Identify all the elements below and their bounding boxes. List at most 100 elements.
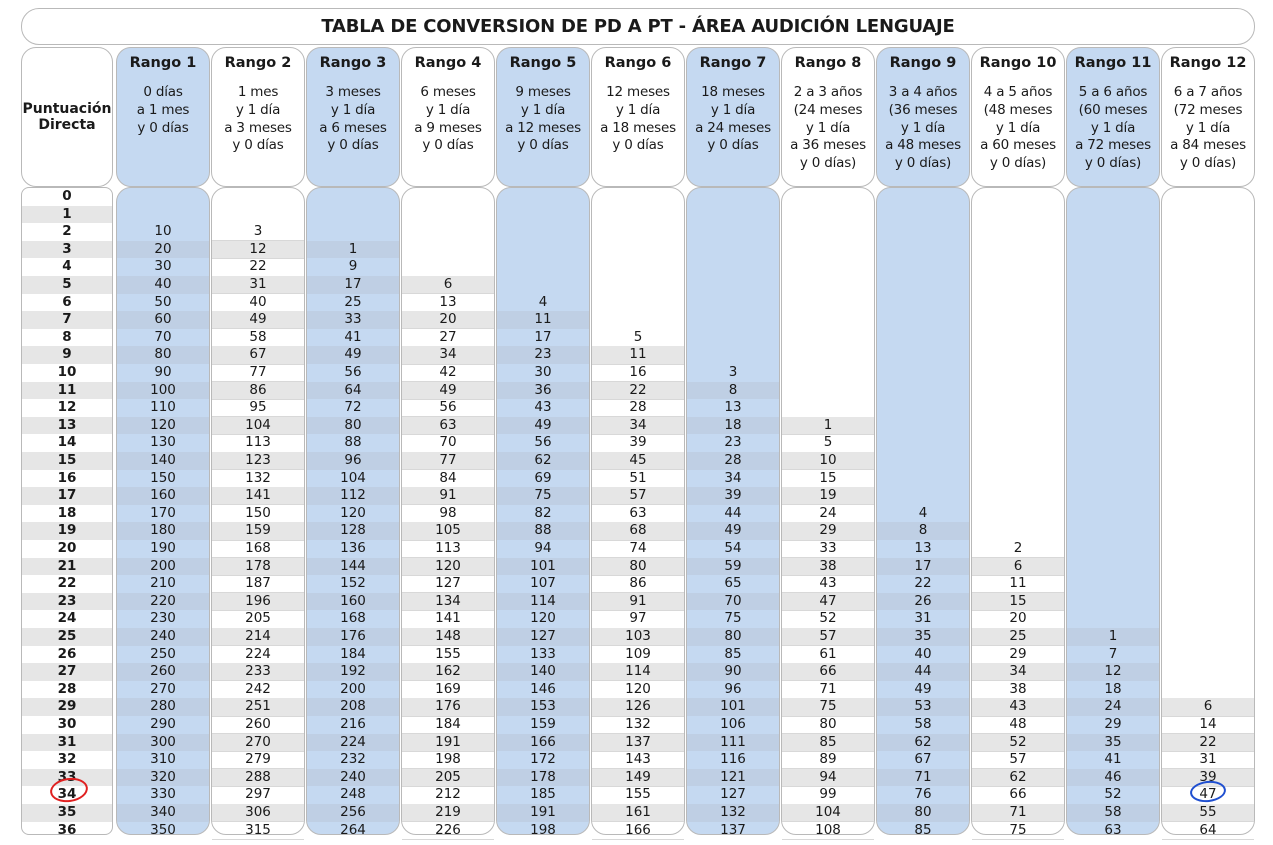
row-divider (402, 715, 494, 716)
value-cell: 39 (1199, 768, 1217, 785)
value-cell: 205 (245, 610, 271, 627)
row-stripe (497, 311, 589, 329)
value-cell: 310 (150, 751, 176, 768)
row-stripe (782, 522, 874, 540)
pd-cell: 0 (62, 188, 72, 204)
value-cell: 22 (629, 381, 647, 398)
value-cell: 114 (625, 663, 651, 680)
row-stripe (402, 346, 494, 364)
value-cell: 191 (435, 733, 461, 750)
range-age-span: 9 meses y 1 día a 12 meses y 0 días (505, 84, 581, 154)
value-cell: 90 (724, 663, 742, 680)
value-cell: 123 (245, 452, 271, 468)
row-stripe (592, 698, 684, 716)
value-cell: 97 (629, 610, 647, 627)
row-divider (782, 592, 874, 593)
value-cell: 53 (914, 698, 932, 715)
row-stripe (117, 311, 209, 329)
value-cell (876, 382, 970, 400)
value-cell: 8 (728, 381, 738, 398)
row-stripe (212, 522, 304, 540)
value-cell: 12 (1104, 663, 1122, 680)
value-cell (1161, 382, 1255, 400)
row-stripe (307, 804, 399, 822)
value-cell (686, 241, 780, 259)
value-cell: 57 (1009, 751, 1027, 768)
value-cell (1066, 505, 1160, 523)
row-stripe (22, 698, 112, 716)
row-divider (212, 275, 304, 276)
range-header-11: Rango 11 5 a 6 años (60 meses y 1 día a 7… (1066, 47, 1160, 187)
value-cell: 45 (629, 452, 647, 468)
value-cell: 46 (1104, 768, 1122, 785)
range-column-12 (1161, 187, 1255, 835)
value-cell: 28 (629, 399, 647, 416)
row-divider (592, 609, 684, 611)
row-divider (972, 750, 1064, 752)
value-cell: 84 (439, 469, 457, 486)
value-cell: 110 (150, 399, 176, 416)
value-cell (306, 188, 400, 206)
row-stripe (687, 628, 779, 646)
row-divider (212, 557, 304, 558)
row-stripe (117, 416, 209, 435)
row-divider (402, 469, 494, 470)
value-cell (1161, 188, 1255, 206)
pd-cell: 35 (57, 804, 77, 820)
pd-cell: 1 (62, 205, 72, 222)
row-stripe (497, 628, 589, 646)
row-stripe (592, 592, 684, 611)
row-stripe (307, 311, 399, 329)
value-cell (876, 294, 970, 312)
pd-cell: 15 (57, 452, 77, 468)
value-cell: 85 (724, 645, 742, 662)
value-cell: 216 (340, 716, 366, 732)
value-cell (686, 223, 780, 241)
row-divider (782, 627, 874, 628)
value-cell: 270 (245, 733, 271, 750)
value-cell: 68 (629, 522, 647, 539)
value-cell: 120 (435, 557, 461, 574)
value-cell: 70 (724, 592, 742, 609)
row-stripe (402, 487, 494, 505)
row-stripe (212, 557, 304, 576)
value-cell: 71 (914, 768, 932, 785)
value-cell: 60 (154, 311, 172, 328)
row-divider (402, 803, 494, 804)
value-cell (876, 311, 970, 329)
row-divider (592, 398, 684, 400)
row-stripe (687, 804, 779, 822)
value-cell: 260 (150, 663, 176, 680)
value-cell (971, 399, 1065, 417)
value-cell: 279 (245, 751, 271, 768)
value-cell (876, 346, 970, 364)
row-divider (972, 645, 1064, 646)
value-cell: 152 (340, 575, 366, 592)
row-divider (212, 363, 304, 364)
value-cell: 297 (245, 786, 271, 803)
value-cell: 114 (530, 592, 556, 609)
row-stripe (592, 628, 684, 646)
row-stripe (212, 346, 304, 364)
value-cell: 18 (1104, 680, 1122, 697)
value-cell: 82 (534, 504, 552, 521)
value-cell: 49 (439, 381, 457, 398)
value-cell: 35 (914, 628, 932, 644)
value-cell (876, 188, 970, 206)
value-cell (1161, 522, 1255, 540)
row-divider (592, 345, 684, 347)
row-divider (592, 521, 684, 523)
value-cell (1066, 470, 1160, 488)
value-cell: 240 (340, 768, 366, 785)
range-age-span: 12 meses y 1 día a 18 meses y 0 días (600, 84, 676, 154)
value-cell: 69 (534, 469, 552, 486)
value-cell: 150 (150, 469, 176, 486)
value-cell: 320 (150, 768, 176, 785)
value-cell: 88 (344, 434, 362, 451)
value-cell: 55 (1199, 804, 1217, 820)
row-divider (592, 416, 684, 417)
value-cell: 104 (245, 416, 271, 433)
value-cell (971, 311, 1065, 329)
row-divider (212, 257, 304, 259)
range-column-7 (686, 187, 780, 835)
